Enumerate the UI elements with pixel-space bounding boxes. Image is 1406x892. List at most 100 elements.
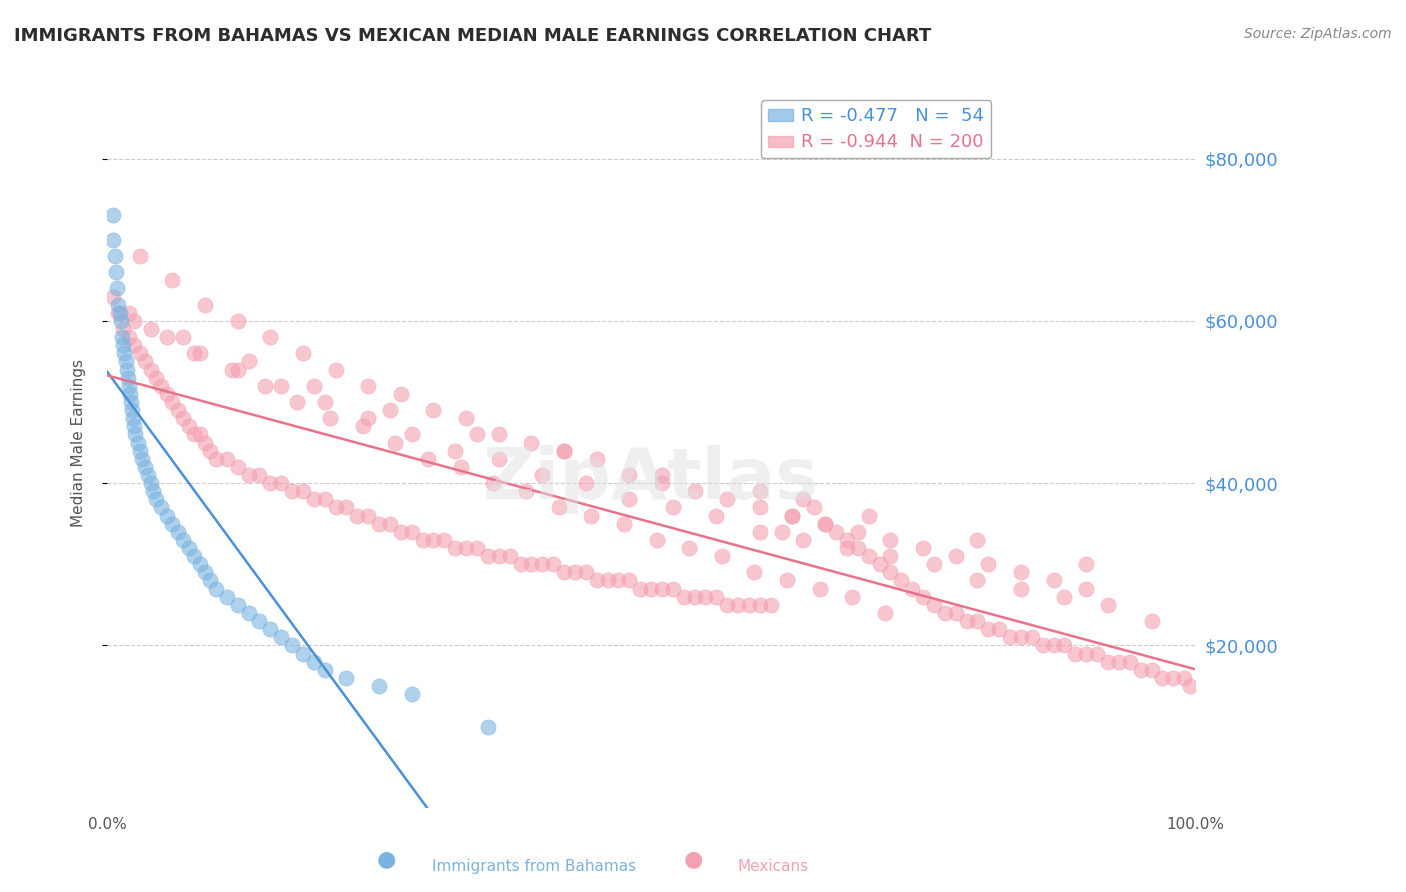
- Point: [858, 549, 880, 563]
- Point: [873, 606, 896, 620]
- Point: [238, 354, 260, 368]
- Point: [139, 362, 162, 376]
- Point: [121, 403, 143, 417]
- Point: [879, 549, 901, 563]
- Point: [156, 330, 179, 344]
- Point: [238, 468, 260, 483]
- Point: [128, 443, 150, 458]
- Point: [879, 533, 901, 547]
- Point: [101, 208, 124, 222]
- Point: [814, 516, 837, 531]
- Point: [988, 622, 1011, 636]
- Point: [238, 606, 260, 620]
- Point: [1129, 663, 1152, 677]
- Point: [183, 427, 205, 442]
- Point: [808, 582, 831, 596]
- Point: [357, 378, 380, 392]
- Point: [488, 451, 510, 466]
- Point: [401, 524, 423, 539]
- Point: [166, 403, 188, 417]
- Point: [188, 427, 211, 442]
- Point: [488, 427, 510, 442]
- Point: [825, 524, 848, 539]
- Point: [465, 541, 488, 555]
- Point: [651, 476, 673, 491]
- Point: [107, 306, 129, 320]
- Point: [302, 378, 325, 392]
- Point: [108, 306, 131, 320]
- Point: [335, 671, 357, 685]
- Point: [128, 249, 150, 263]
- Point: [1076, 647, 1098, 661]
- Point: [662, 582, 685, 596]
- Point: [1042, 639, 1064, 653]
- Point: [177, 419, 200, 434]
- Point: [162, 395, 184, 409]
- Point: [835, 541, 858, 555]
- Point: [120, 395, 142, 409]
- Point: [1108, 655, 1130, 669]
- Point: [314, 395, 336, 409]
- Point: [890, 574, 912, 588]
- Point: [738, 598, 761, 612]
- Point: [118, 330, 141, 344]
- Point: [488, 549, 510, 563]
- Point: [619, 492, 641, 507]
- Point: [748, 598, 770, 612]
- Point: [111, 330, 134, 344]
- Point: [401, 427, 423, 442]
- Point: [194, 566, 217, 580]
- Point: [945, 606, 967, 620]
- Point: [1010, 566, 1032, 580]
- Point: [302, 655, 325, 669]
- Point: [389, 387, 412, 401]
- Point: [841, 590, 863, 604]
- Point: [114, 346, 136, 360]
- Point: [814, 516, 837, 531]
- Point: [314, 663, 336, 677]
- Point: [378, 516, 401, 531]
- Point: [221, 362, 243, 376]
- Point: [200, 443, 222, 458]
- Point: [401, 687, 423, 701]
- Point: [966, 614, 988, 628]
- Point: [716, 598, 738, 612]
- Point: [553, 443, 575, 458]
- Point: [585, 451, 607, 466]
- Point: [138, 468, 160, 483]
- Point: [955, 614, 977, 628]
- Point: [118, 306, 141, 320]
- Point: [553, 443, 575, 458]
- Point: [162, 516, 184, 531]
- Point: [1097, 655, 1119, 669]
- Point: [104, 249, 127, 263]
- Point: [564, 566, 586, 580]
- Point: [744, 566, 766, 580]
- Point: [128, 346, 150, 360]
- Y-axis label: Median Male Earnings: Median Male Earnings: [72, 359, 86, 526]
- Point: [247, 614, 270, 628]
- Point: [776, 574, 799, 588]
- Point: [619, 468, 641, 483]
- Point: [520, 435, 543, 450]
- Point: [477, 549, 499, 563]
- Point: [302, 492, 325, 507]
- Point: [1119, 655, 1142, 669]
- Point: [172, 330, 194, 344]
- Point: [619, 574, 641, 588]
- Point: [110, 314, 132, 328]
- Point: [247, 468, 270, 483]
- Point: [139, 476, 162, 491]
- Point: [683, 590, 706, 604]
- Point: [1010, 630, 1032, 644]
- Point: [922, 598, 945, 612]
- Point: [515, 484, 537, 499]
- Point: [803, 500, 825, 515]
- Point: [1161, 671, 1184, 685]
- Point: [628, 582, 651, 596]
- Point: [384, 435, 406, 450]
- Point: [122, 419, 145, 434]
- Point: [291, 484, 314, 499]
- Point: [1010, 582, 1032, 596]
- Point: [325, 500, 347, 515]
